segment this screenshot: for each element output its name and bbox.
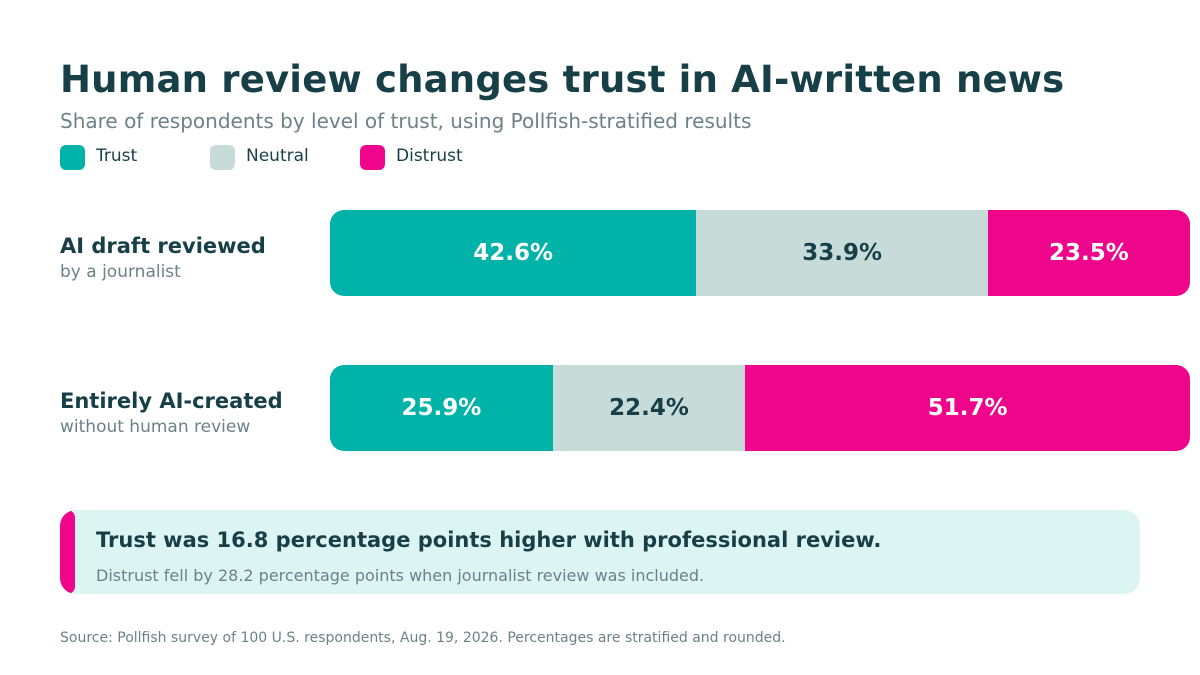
category-subtitle: by a journalist <box>60 262 181 282</box>
bar-segment-trust: 25.9% <box>330 365 553 451</box>
data-label: 33.9% <box>802 240 883 266</box>
key-finding-callout: Trust was 16.8 percentage points higher … <box>60 510 1140 594</box>
data-label: 25.9% <box>401 395 482 421</box>
bar-segment-distrust: 51.7% <box>745 365 1190 451</box>
legend-label-neutral: Neutral <box>246 146 309 166</box>
callout-body: Distrust fell by 28.2 percentage points … <box>96 566 705 585</box>
data-label: 22.4% <box>609 395 689 421</box>
bar-segment-neutral: 22.4% <box>552 365 746 451</box>
legend-swatch-neutral <box>210 145 235 170</box>
legend-swatch-distrust <box>360 145 385 170</box>
bar-segment-distrust: 23.5% <box>987 210 1190 296</box>
callout-accent-bar <box>60 510 75 594</box>
data-label: 42.6% <box>473 240 554 266</box>
legend-swatch-trust <box>60 145 85 170</box>
category-title: Entirely AI-created <box>60 389 283 413</box>
stacked-bar: 42.6% 33.9% 23.5% <box>330 210 1190 296</box>
category-subtitle: without human review <box>60 417 251 437</box>
callout-headline: Trust was 16.8 percentage points higher … <box>96 528 882 552</box>
chart-subtitle: Share of respondents by level of trust, … <box>60 109 752 133</box>
category-label: Entirely AI-created without human review <box>60 389 283 437</box>
chart-title: Human review changes trust in AI-written… <box>60 58 1065 101</box>
data-label: 51.7% <box>927 395 1008 421</box>
legend-label-distrust: Distrust <box>396 146 463 166</box>
category-label: AI draft reviewed by a journalist <box>60 234 266 282</box>
bar-segment-neutral: 33.9% <box>696 210 988 296</box>
category-title: AI draft reviewed <box>60 234 266 258</box>
legend-label-trust: Trust <box>96 146 138 166</box>
bar-segment-trust: 42.6% <box>330 210 697 296</box>
data-label: 23.5% <box>1049 240 1129 266</box>
source-note: Source: Pollfish survey of 100 U.S. resp… <box>60 630 786 646</box>
stacked-bar: 25.9% 22.4% 51.7% <box>330 365 1190 451</box>
